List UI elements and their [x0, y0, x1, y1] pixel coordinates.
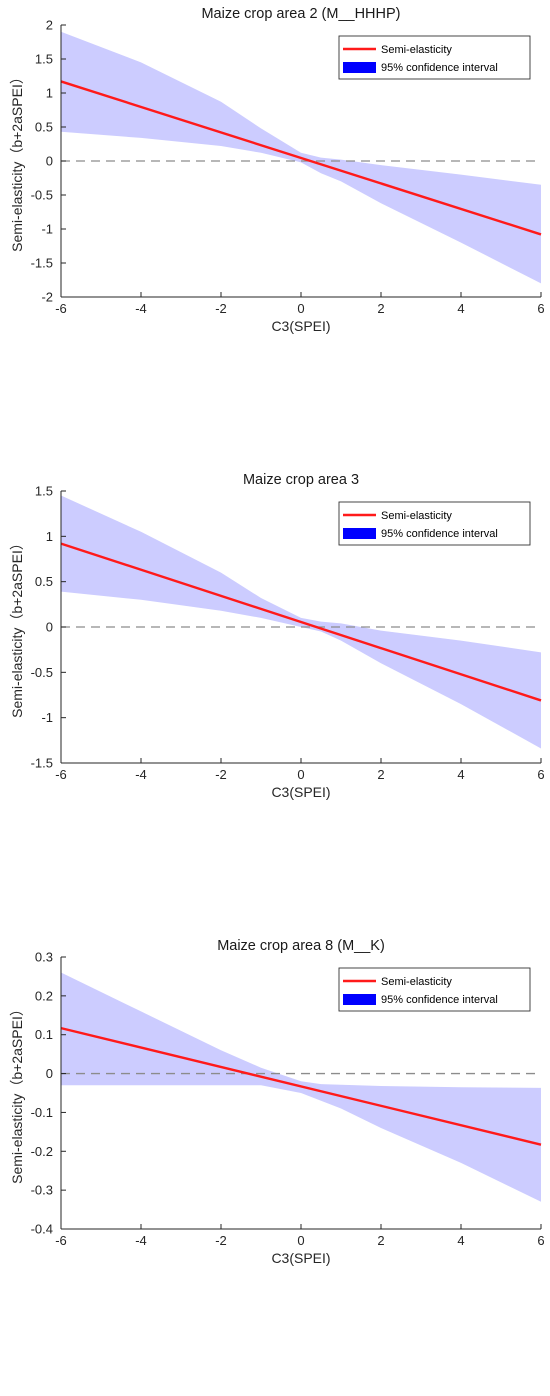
y-tick-label: 2 — [46, 18, 53, 33]
semi-elasticity-line — [60, 542, 542, 702]
y-tick-label: -0.1 — [31, 1105, 53, 1120]
chart-title: Maize crop area 3 — [243, 472, 359, 488]
y-tick-label: 0.1 — [35, 1027, 53, 1042]
x-tick-label: 2 — [377, 767, 384, 782]
x-tick-label: -4 — [135, 301, 147, 316]
x-tick-label: 4 — [457, 1233, 464, 1248]
chart-panel-2: -6 -4 -2 0 2 4 6 1.5 1 0.5 0 -0.5 -1 -1.5 Maize crop a… — [9, 472, 545, 800]
legend-patch-swatch — [343, 528, 376, 539]
legend-entry-confidence-interval: 95% confidence interval — [381, 994, 498, 1006]
y-tick-label: -0.3 — [31, 1183, 53, 1198]
legend-entry-semi-elasticity: Semi-elasticity — [381, 44, 452, 56]
legend-entry-semi-elasticity: Semi-elasticity — [381, 510, 452, 522]
chart-title: Maize crop area 2 (M__HHHP) — [201, 6, 400, 22]
legend-entry-confidence-interval: 95% confidence interval — [381, 528, 498, 540]
x-tick-label: 0 — [297, 301, 304, 316]
legend-entry-semi-elasticity: Semi-elasticity — [381, 976, 452, 988]
y-tick-label: -2 — [41, 290, 53, 305]
x-axis-label: C3(SPEI) — [271, 1250, 330, 1266]
x-tick-label: 6 — [537, 767, 544, 782]
x-tick-label: 2 — [377, 1233, 384, 1248]
y-axis-label: Semi-elasticity（b+2aSPEI） — [9, 70, 25, 252]
x-axis-label: C3(SPEI) — [271, 784, 330, 800]
chart-panel-1: -6 -4 -2 0 2 4 6 2 1.5 1 0.5 0 -0.5 -1 -1.5 -2 Maize cro… — [9, 6, 545, 334]
x-tick-label: 0 — [297, 767, 304, 782]
semi-elasticity-line — [60, 1026, 542, 1146]
y-tick-label: -0.4 — [31, 1222, 53, 1237]
semi-elasticity-line — [60, 80, 542, 236]
y-axis-label: Semi-elasticity（b+2aSPEI） — [9, 536, 25, 718]
x-tick-label: 0 — [297, 1233, 304, 1248]
x-tick-label: -4 — [135, 1233, 147, 1248]
legend-entry-confidence-interval: 95% confidence interval — [381, 62, 498, 74]
y-tick-label: -1.5 — [31, 756, 53, 771]
legend: Semi-elasticity 95% confidence interval — [338, 967, 531, 1012]
y-tick-label: 0.5 — [35, 120, 53, 135]
y-tick-label: 0 — [46, 620, 53, 635]
x-tick-label: 6 — [537, 1233, 544, 1248]
x-tick-label: -6 — [55, 767, 67, 782]
y-tick-label: 0.5 — [35, 574, 53, 589]
x-tick-label: 6 — [537, 301, 544, 316]
y-tick-label: 1 — [46, 86, 53, 101]
y-tick-label: -1.5 — [31, 256, 53, 271]
y-tick-label: 0 — [46, 154, 53, 169]
x-tick-label: -6 — [55, 301, 67, 316]
y-tick-label: 1 — [46, 529, 53, 544]
chart-title: Maize crop area 8 (M__K) — [217, 938, 385, 954]
x-axis-label: C3(SPEI) — [271, 318, 330, 334]
chart-panel-3: -6 -4 -2 0 2 4 6 0.3 0.2 0.1 0 -0.1 -0.2 -0.3 -0.4 Maiz… — [9, 938, 545, 1266]
x-tick-label: 4 — [457, 767, 464, 782]
x-tick-label: 4 — [457, 301, 464, 316]
y-tick-label: -1 — [41, 222, 53, 237]
legend-patch-swatch — [343, 994, 376, 1005]
y-tick-label: 1.5 — [35, 52, 53, 67]
y-tick-label: 1.5 — [35, 484, 53, 499]
x-tick-label: -4 — [135, 767, 147, 782]
y-tick-label: -0.5 — [31, 188, 53, 203]
x-tick-label: -6 — [55, 1233, 67, 1248]
legend: Semi-elasticity 95% confidence interval — [338, 35, 531, 80]
x-tick-label: 2 — [377, 301, 384, 316]
y-axis-label: Semi-elasticity（b+2aSPEI） — [9, 1002, 25, 1184]
y-tick-label: -0.2 — [31, 1144, 53, 1159]
legend: Semi-elasticity 95% confidence interval — [338, 501, 531, 546]
y-tick-label: 0 — [46, 1066, 53, 1081]
y-tick-label: 0.2 — [35, 988, 53, 1003]
y-tick-label: -0.5 — [31, 665, 53, 680]
y-tick-label: 0.3 — [35, 950, 53, 965]
x-tick-label: -2 — [215, 1233, 227, 1248]
legend-patch-swatch — [343, 62, 376, 73]
x-tick-label: -2 — [215, 301, 227, 316]
y-tick-label: -1 — [41, 710, 53, 725]
x-tick-label: -2 — [215, 767, 227, 782]
